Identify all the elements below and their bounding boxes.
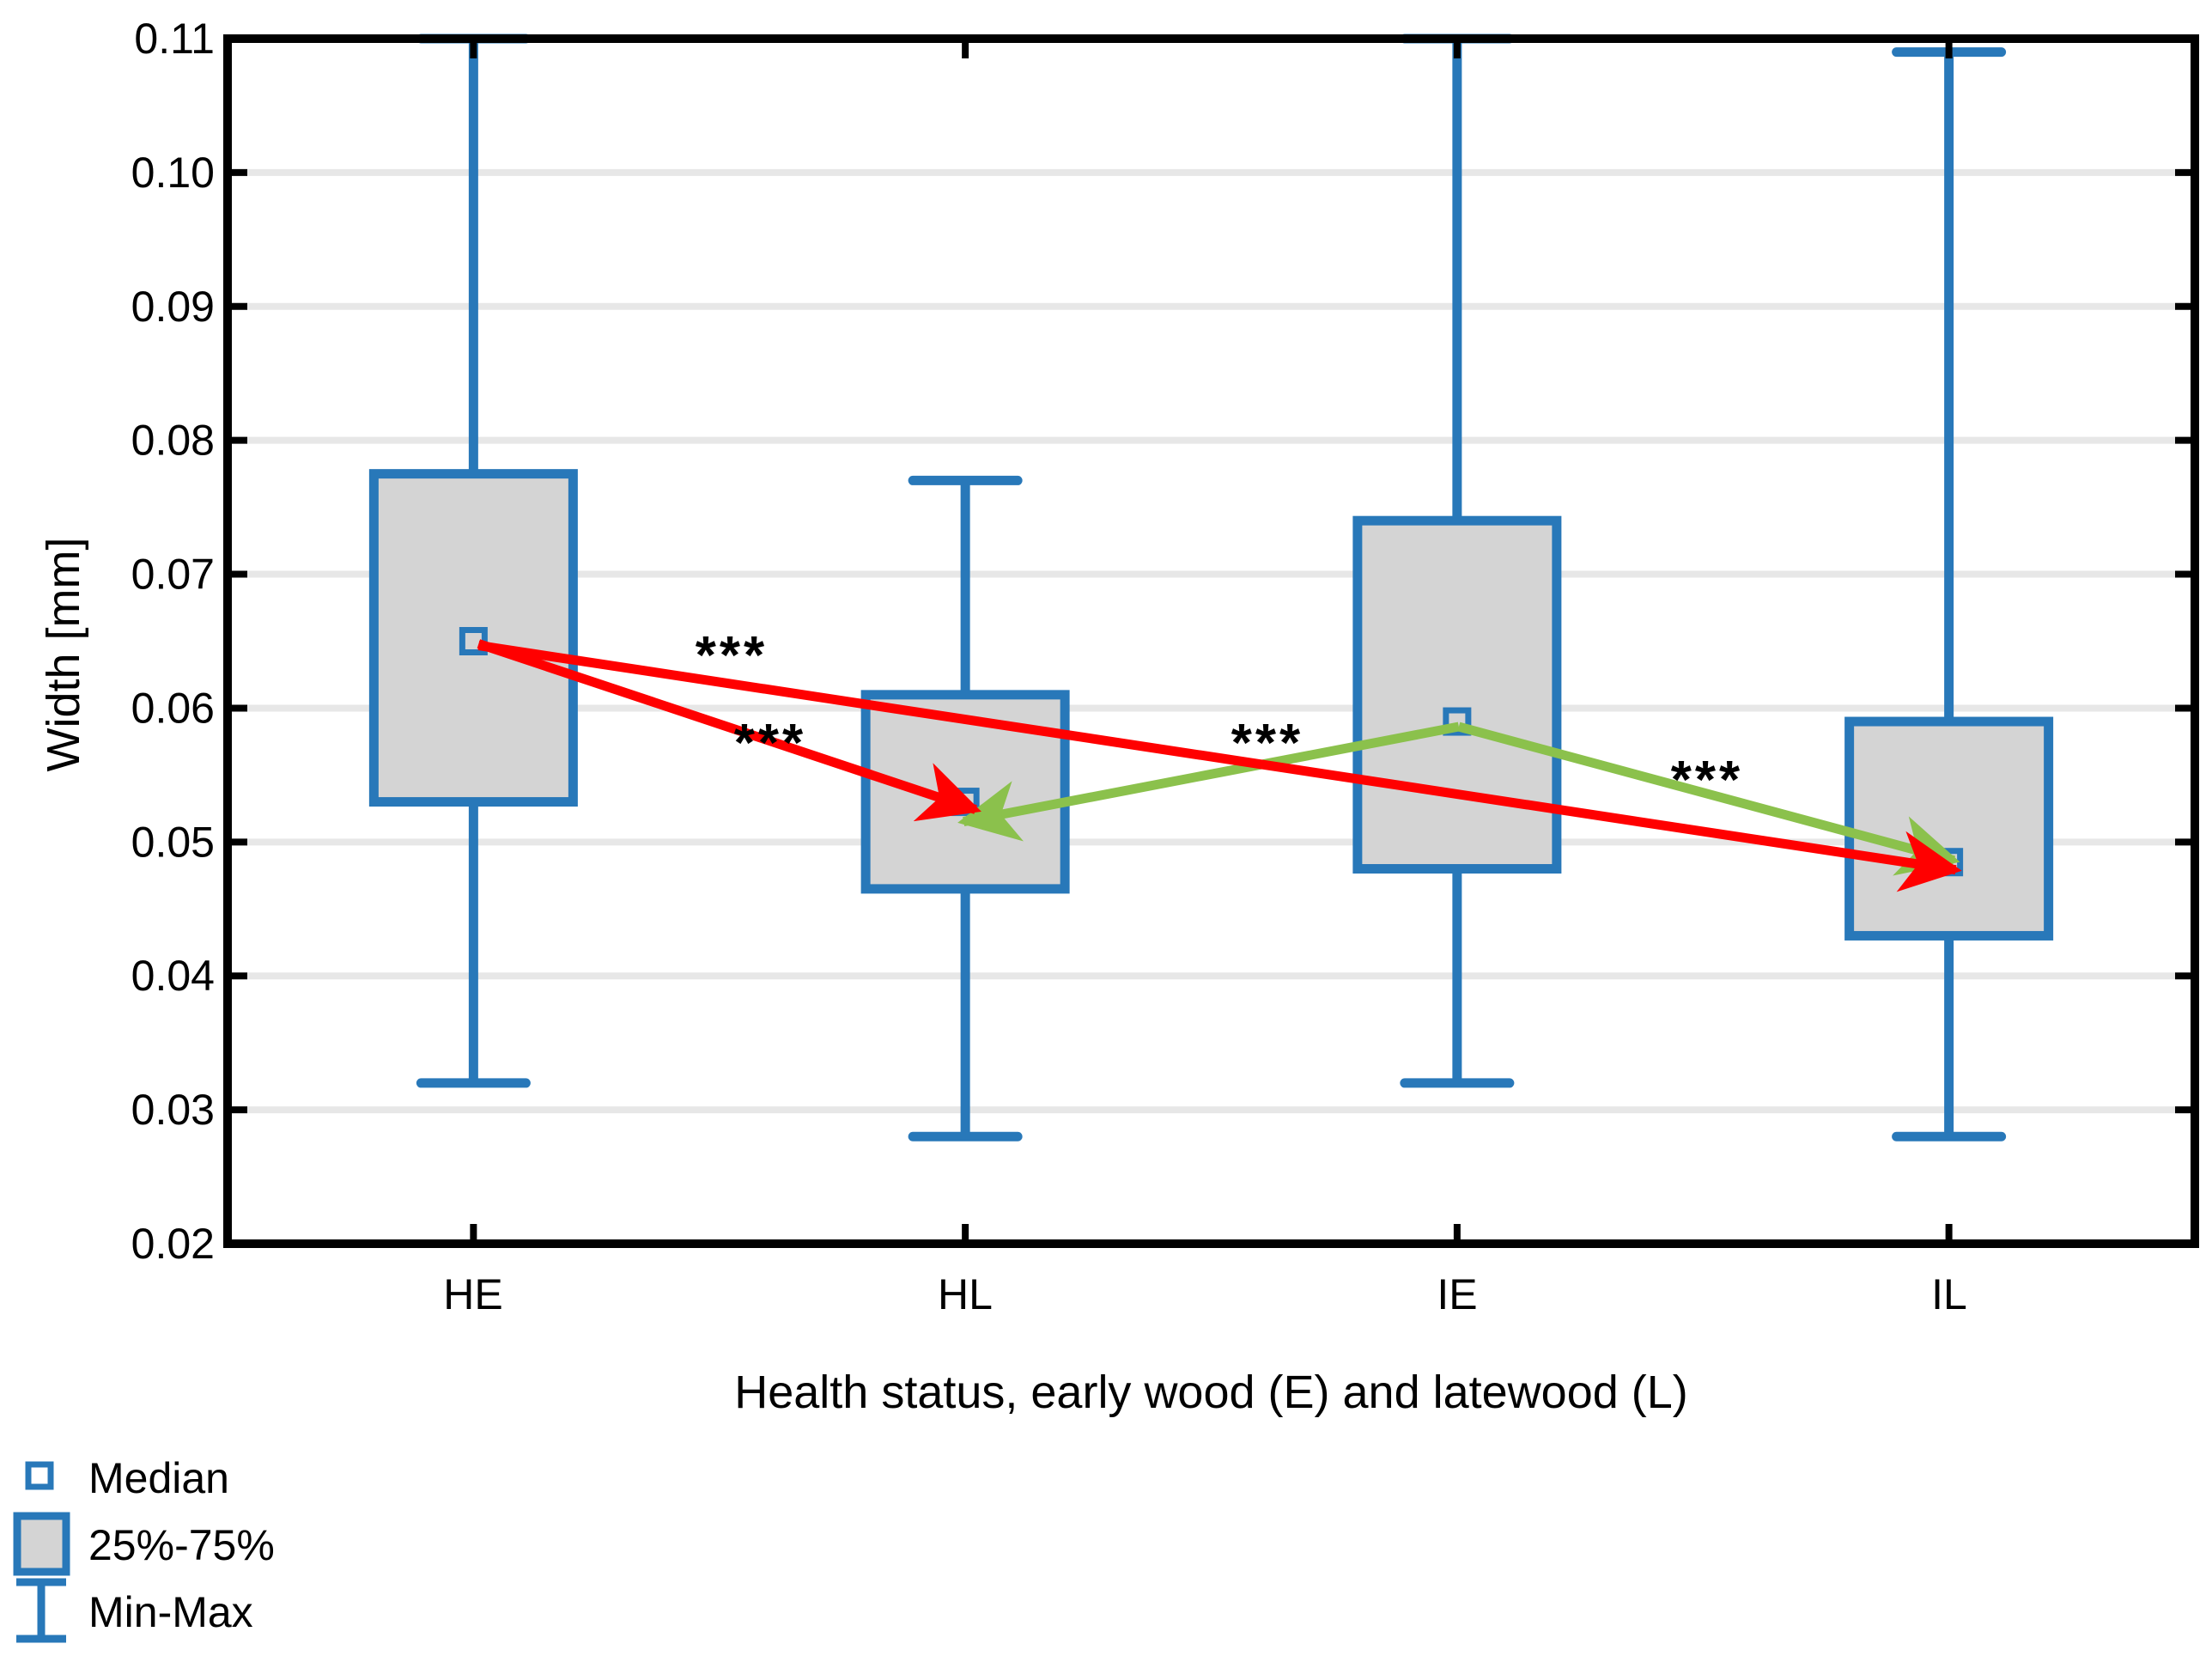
y-tick-label: 0.08	[131, 417, 215, 465]
median-square-icon	[25, 1461, 54, 1490]
y-tick-label: 0.10	[131, 149, 215, 197]
x-category-label-ie: IE	[1437, 1270, 1478, 1318]
plot-frame	[223, 34, 2199, 1248]
legend-label-median: Median	[88, 1454, 229, 1502]
y-tick-label: 0.03	[131, 1086, 215, 1134]
y-tick-label: 0.04	[131, 952, 215, 1000]
arrow-green-IE-HL	[957, 721, 1460, 842]
legend-label-iqr: 25%-75%	[88, 1521, 275, 1569]
iqr-box-icon	[13, 1512, 70, 1576]
significance-annotation: ***	[734, 714, 806, 773]
iqr-box-IL	[1844, 716, 2054, 941]
x-axis-title: Health status, early wood (E) and latewo…	[734, 1367, 1688, 1418]
arrow-green-IE-IL	[1457, 721, 1960, 876]
arrow-red-HE-HL	[477, 639, 981, 822]
y-tick-label: 0.06	[131, 684, 215, 732]
iqr-box-IE	[1352, 515, 1562, 874]
arrow-red-HE-IL	[477, 641, 1962, 892]
significance-annotation: ***	[1671, 751, 1743, 810]
median-marker-IE	[1443, 707, 1472, 736]
y-tick-label: 0.05	[131, 818, 215, 866]
x-category-label-il: IL	[1931, 1270, 1967, 1318]
y-tick-label: 0.11	[134, 15, 215, 63]
significance-annotation: ***	[1231, 714, 1304, 773]
x-category-label-hl: HL	[938, 1270, 993, 1318]
iqr-box-HE	[368, 469, 578, 807]
y-axis-title: Width [mm]	[38, 537, 89, 772]
y-tick-label: 0.07	[131, 551, 215, 599]
x-category-label-he: HE	[443, 1270, 503, 1318]
significance-annotation: ***	[696, 626, 768, 685]
y-tick-label: 0.02	[131, 1220, 215, 1268]
legend-label-minmax: Min-Max	[88, 1588, 253, 1636]
y-tick-label: 0.09	[131, 283, 215, 331]
